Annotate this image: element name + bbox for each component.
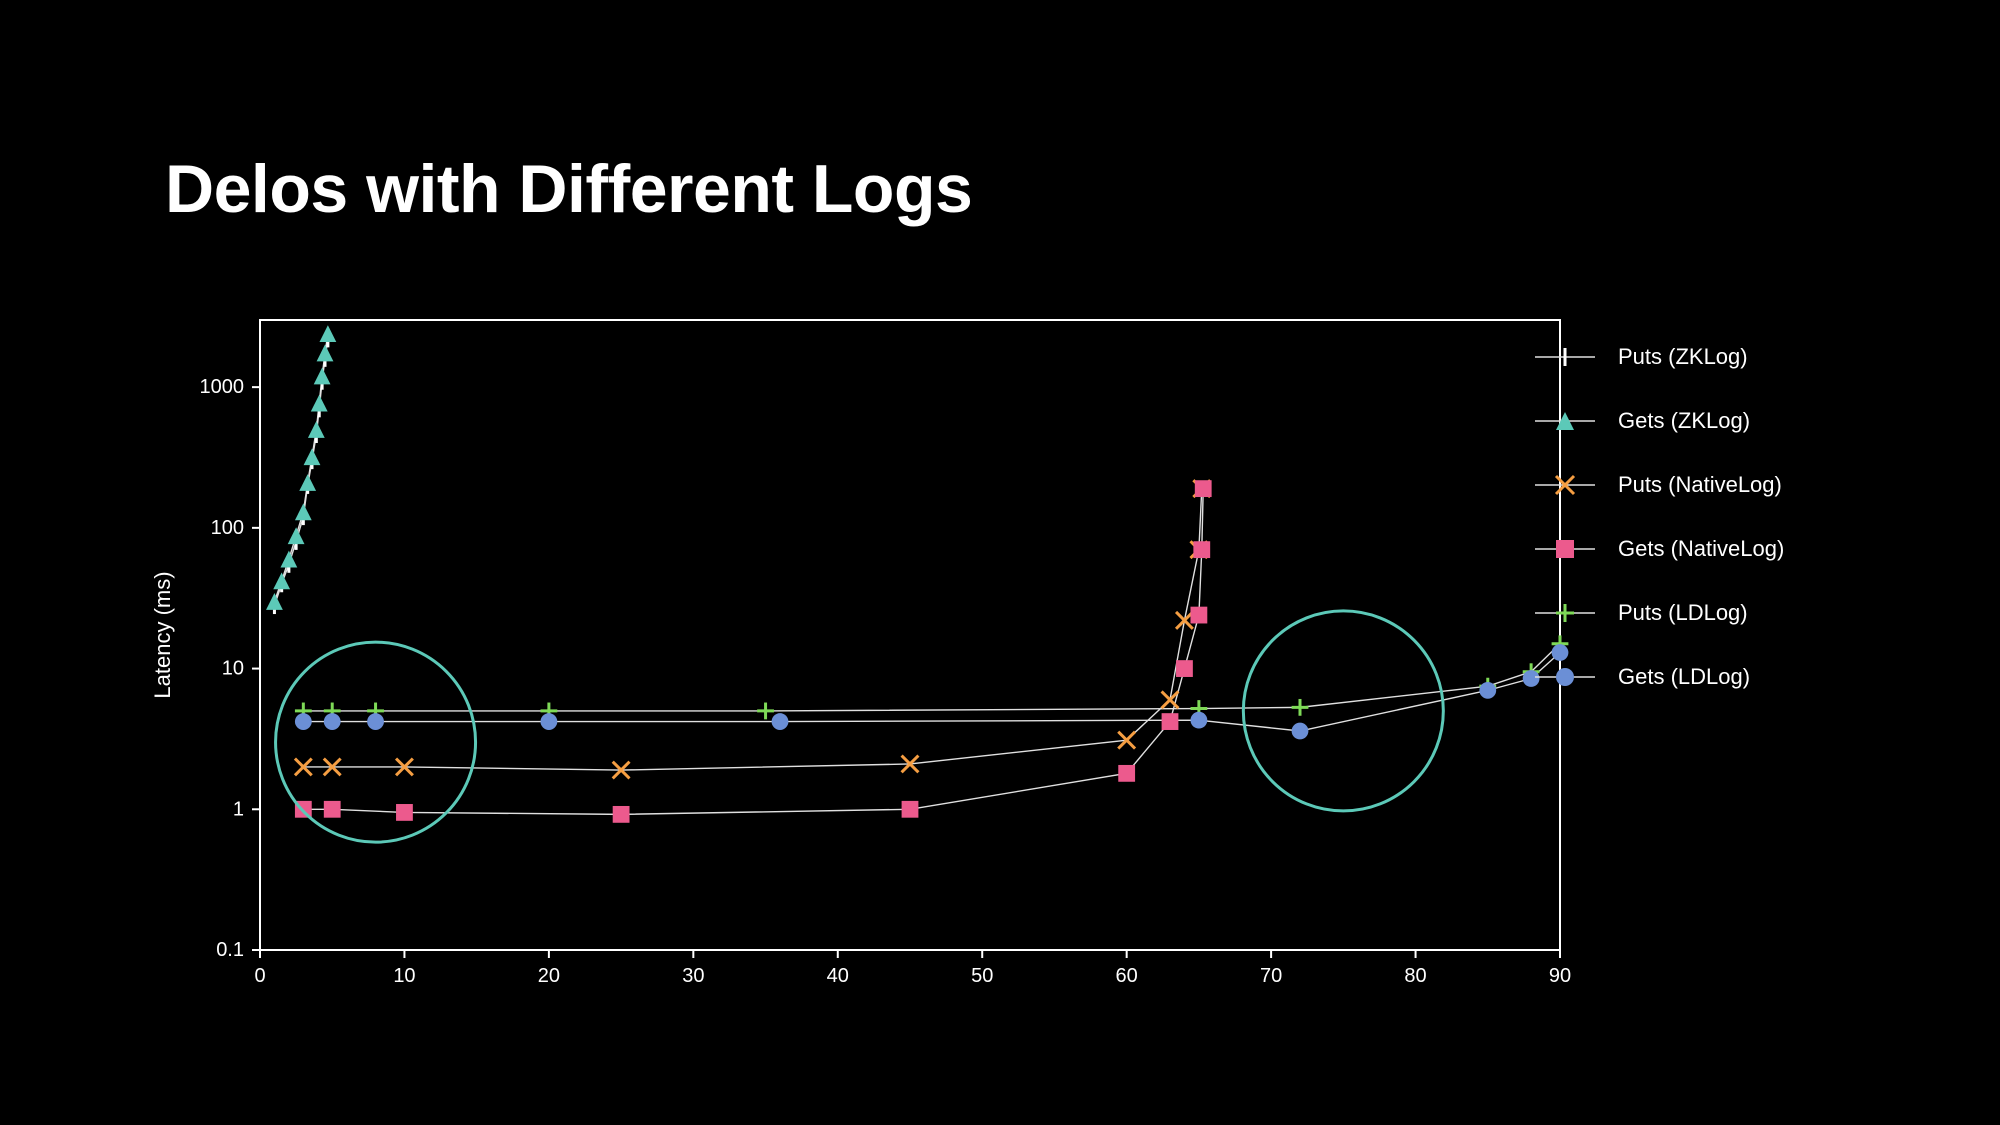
legend-row: Puts (LDLog): [1530, 581, 1784, 645]
svg-text:80: 80: [1404, 965, 1426, 987]
legend: Puts (ZKLog) Gets (ZKLog) Puts (NativeLog)…: [1530, 325, 1784, 709]
svg-text:10: 10: [222, 658, 244, 680]
svg-text:0: 0: [254, 965, 265, 987]
legend-row: Gets (NativeLog): [1530, 517, 1784, 581]
circle-icon: [1530, 657, 1600, 697]
svg-text:0.1: 0.1: [216, 939, 244, 961]
chart-svg: 0.1 1 10 100 1000 Latency (ms) 0 10 20 30 40 50 60 70…: [90, 300, 1590, 1020]
legend-row: Gets (ZKLog): [1530, 389, 1784, 453]
legend-row: Puts (ZKLog): [1530, 325, 1784, 389]
svg-text:100: 100: [211, 517, 244, 539]
svg-text:1000: 1000: [200, 376, 245, 398]
legend-row: Puts (NativeLog): [1530, 453, 1784, 517]
legend-label: Puts (ZKLog): [1618, 344, 1748, 370]
plus-icon: [1530, 593, 1600, 633]
svg-text:30: 30: [682, 965, 704, 987]
legend-label: Gets (NativeLog): [1618, 536, 1784, 562]
cross-icon: [1530, 465, 1600, 505]
svg-text:40: 40: [827, 965, 849, 987]
svg-text:10: 10: [393, 965, 415, 987]
legend-row: Gets (LDLog): [1530, 645, 1784, 709]
svg-text:70: 70: [1260, 965, 1282, 987]
legend-label: Gets (ZKLog): [1618, 408, 1750, 434]
tick-icon: [1530, 337, 1600, 377]
svg-text:1: 1: [233, 798, 244, 820]
svg-text:60: 60: [1116, 965, 1138, 987]
square-icon: [1530, 529, 1600, 569]
legend-label: Gets (LDLog): [1618, 664, 1750, 690]
triangle-icon: [1530, 401, 1600, 441]
svg-text:50: 50: [971, 965, 993, 987]
svg-text:90: 90: [1549, 965, 1571, 987]
slide: Delos with Different Logs 0.11101001000L…: [0, 0, 2000, 1125]
legend-label: Puts (LDLog): [1618, 600, 1748, 626]
page-title: Delos with Different Logs: [165, 150, 972, 228]
legend-label: Puts (NativeLog): [1618, 472, 1782, 498]
chart: 0.1 1 10 100 1000 Latency (ms) 0 10 20 30 40 50 60 70…: [90, 300, 1590, 1025]
svg-text:Latency (ms): Latency (ms): [150, 571, 175, 698]
svg-text:20: 20: [538, 965, 560, 987]
